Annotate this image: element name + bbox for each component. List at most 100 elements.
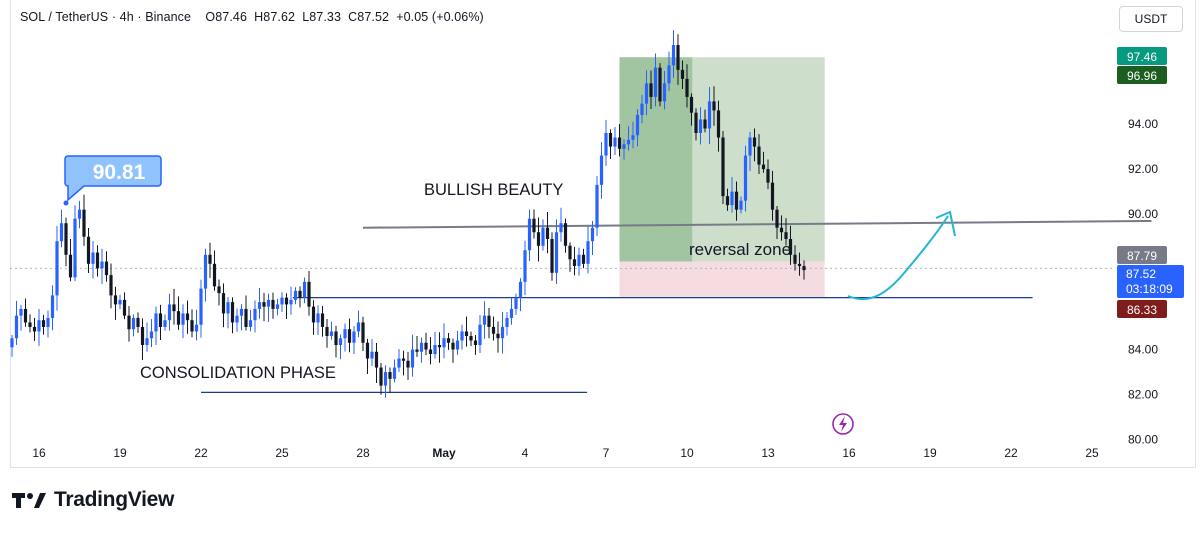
candle[interactable] <box>590 220 595 255</box>
candle[interactable] <box>113 286 118 320</box>
candle[interactable] <box>788 225 793 265</box>
candle[interactable] <box>374 343 379 384</box>
candle[interactable] <box>73 205 77 282</box>
symbol-label[interactable]: SOL / TetherUS <box>20 10 109 24</box>
candle[interactable] <box>649 70 653 110</box>
candle[interactable] <box>370 339 374 367</box>
candle[interactable] <box>743 145 748 212</box>
candle[interactable] <box>77 200 82 229</box>
candle[interactable] <box>779 215 784 241</box>
candle[interactable] <box>298 286 302 308</box>
candle[interactable] <box>28 314 32 333</box>
candle[interactable] <box>752 128 757 162</box>
candle[interactable] <box>464 316 469 347</box>
candle[interactable] <box>221 283 226 328</box>
candle[interactable] <box>523 240 527 296</box>
candle[interactable] <box>14 300 19 345</box>
candle[interactable] <box>235 308 239 332</box>
candle[interactable] <box>316 305 320 336</box>
candle[interactable] <box>100 248 104 285</box>
candle[interactable] <box>388 367 392 393</box>
candle[interactable] <box>32 317 37 342</box>
candle[interactable] <box>275 298 280 316</box>
candle[interactable] <box>433 331 437 359</box>
candle[interactable] <box>442 323 446 359</box>
candle[interactable] <box>725 188 730 211</box>
candle[interactable] <box>311 300 316 335</box>
tradingview-logo[interactable]: TradingView <box>12 488 174 512</box>
candle[interactable] <box>266 293 271 322</box>
candle[interactable] <box>568 242 572 272</box>
candle[interactable] <box>320 305 325 337</box>
candle[interactable] <box>19 304 23 331</box>
box-pink-zone[interactable] <box>619 261 825 297</box>
candle[interactable] <box>248 309 253 332</box>
candle[interactable] <box>59 209 64 248</box>
candle[interactable] <box>478 315 482 353</box>
candle[interactable] <box>721 130 725 204</box>
candle[interactable] <box>667 51 671 92</box>
candle[interactable] <box>379 363 383 395</box>
candle[interactable] <box>131 314 136 337</box>
candle[interactable] <box>451 338 455 363</box>
candle[interactable] <box>662 71 667 110</box>
candle[interactable] <box>181 304 185 339</box>
candle[interactable] <box>95 245 100 277</box>
candle[interactable] <box>244 295 248 331</box>
candle[interactable] <box>347 318 352 353</box>
candle[interactable] <box>64 217 68 267</box>
candle[interactable] <box>217 279 221 306</box>
candle[interactable] <box>239 304 244 331</box>
candle[interactable] <box>572 246 577 276</box>
candle[interactable] <box>802 260 806 280</box>
candle[interactable] <box>329 321 334 340</box>
candle[interactable] <box>671 30 676 78</box>
candle[interactable] <box>158 304 163 340</box>
candle[interactable] <box>766 159 770 190</box>
candle[interactable] <box>559 207 563 242</box>
candle[interactable] <box>361 316 365 351</box>
currency-button[interactable]: USDT <box>1119 6 1183 32</box>
candle[interactable] <box>194 309 199 341</box>
candle[interactable] <box>550 232 554 281</box>
candle[interactable] <box>757 134 761 175</box>
candle[interactable] <box>419 337 424 363</box>
candle[interactable] <box>262 292 266 322</box>
candle[interactable] <box>613 127 617 155</box>
candle[interactable] <box>149 319 154 347</box>
candle[interactable] <box>536 217 541 262</box>
candle[interactable] <box>653 53 658 107</box>
candle[interactable] <box>68 239 73 282</box>
candle[interactable] <box>109 263 113 309</box>
candle[interactable] <box>739 196 743 214</box>
candle[interactable] <box>604 120 608 166</box>
candle[interactable] <box>703 109 707 133</box>
candle[interactable] <box>500 311 505 354</box>
candle[interactable] <box>563 218 568 253</box>
candle[interactable] <box>140 318 145 360</box>
candle[interactable] <box>784 218 788 246</box>
candle[interactable] <box>226 296 230 329</box>
candle[interactable] <box>289 286 293 315</box>
candle[interactable] <box>302 277 307 304</box>
candle[interactable] <box>581 248 586 269</box>
candle[interactable] <box>46 310 50 338</box>
candle[interactable] <box>199 279 203 338</box>
candle[interactable] <box>712 86 716 126</box>
candle[interactable] <box>154 306 158 345</box>
candle[interactable] <box>271 292 275 319</box>
candle[interactable] <box>617 124 622 157</box>
candle[interactable] <box>208 242 212 278</box>
candle[interactable] <box>127 306 131 342</box>
candle[interactable] <box>554 219 559 284</box>
candle[interactable] <box>424 332 428 356</box>
candle[interactable] <box>352 326 356 354</box>
candle[interactable] <box>280 292 284 312</box>
candle[interactable] <box>505 311 509 336</box>
candle[interactable] <box>716 100 721 152</box>
interval-label[interactable]: 4h <box>119 10 134 24</box>
candle[interactable] <box>482 301 487 339</box>
candle[interactable] <box>644 70 649 116</box>
candle[interactable] <box>455 331 460 355</box>
candle[interactable] <box>410 334 415 377</box>
